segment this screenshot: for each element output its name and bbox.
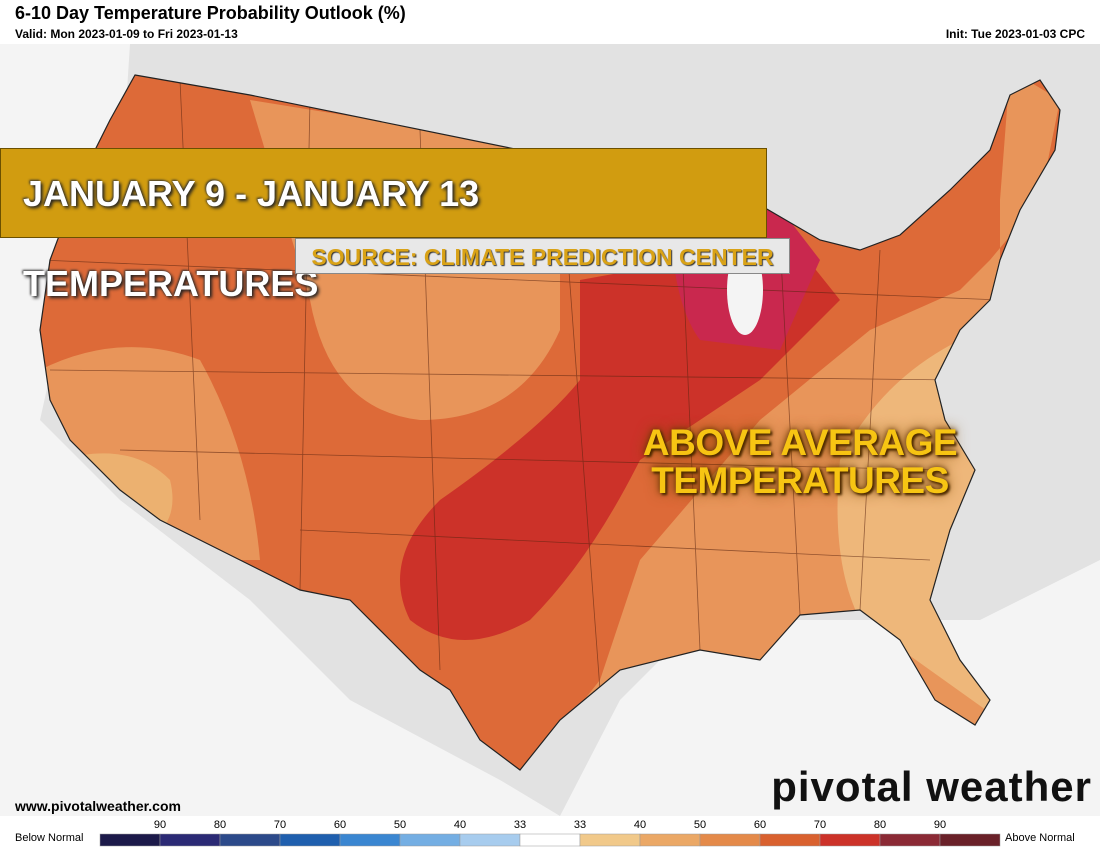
ocean (0, 44, 560, 816)
legend-above: Above Normal (1005, 832, 1075, 844)
legend-swatch (939, 833, 1001, 847)
us-outline (39, 74, 1061, 771)
legend-tick: 70 (814, 819, 826, 831)
legend-swatch (399, 833, 461, 847)
legend-swatch (579, 833, 641, 847)
gulf (560, 560, 1100, 816)
legend-tick: 90 (934, 819, 946, 831)
legend-swatch (159, 833, 221, 847)
state-borders (40, 79, 1001, 691)
legend-swatch (759, 833, 821, 847)
legend-tick: 60 (334, 819, 346, 831)
callout-line: ABOVE AVERAGE (642, 422, 958, 463)
site-url: www.pivotalweather.com (15, 798, 181, 814)
legend-swatch (519, 833, 581, 847)
legend-tick: 80 (214, 819, 226, 831)
legend-tick: 50 (394, 819, 406, 831)
valid-time: Valid: Mon 2023-01-09 to Fri 2023-01-13 (15, 27, 238, 41)
legend-swatch (459, 833, 521, 847)
legend-tick: 40 (454, 819, 466, 831)
legend-swatch (339, 833, 401, 847)
legend-swatch (879, 833, 941, 847)
color-legend: Below Normal Above Normal 90 80 70 60 50 40 33… (15, 819, 1075, 847)
legend-swatch (279, 833, 341, 847)
legend-swatch (99, 833, 161, 847)
legend-tick: 50 (694, 819, 706, 831)
legend-swatch (219, 833, 281, 847)
legend-tick: 90 (154, 819, 166, 831)
legend-tick: 80 (874, 819, 886, 831)
banner: JANUARY 9 - JANUARY 13 TEMPERATURES (0, 148, 767, 304)
legend-swatch (639, 833, 701, 847)
callout: ABOVE AVERAGE TEMPERATURES (640, 424, 960, 500)
legend-swatch (819, 833, 881, 847)
legend-tick: 70 (274, 819, 286, 831)
legend-tick: 60 (754, 819, 766, 831)
map-title: 6-10 Day Temperature Probability Outlook… (15, 3, 406, 23)
legend-tick: 33 (574, 819, 586, 831)
brand-logo: pivotal weather (771, 763, 1092, 810)
legend-swatch (699, 833, 761, 847)
callout-line: TEMPERATURES (651, 460, 949, 501)
legend-tick: 33 (514, 819, 526, 831)
init-time: Init: Tue 2023-01-03 CPC (945, 27, 1085, 41)
region-60 (400, 250, 840, 640)
source-label: SOURCE: CLIMATE PREDICTION CENTER (295, 238, 790, 274)
legend-below: Below Normal (15, 832, 83, 844)
legend-tick: 40 (634, 819, 646, 831)
